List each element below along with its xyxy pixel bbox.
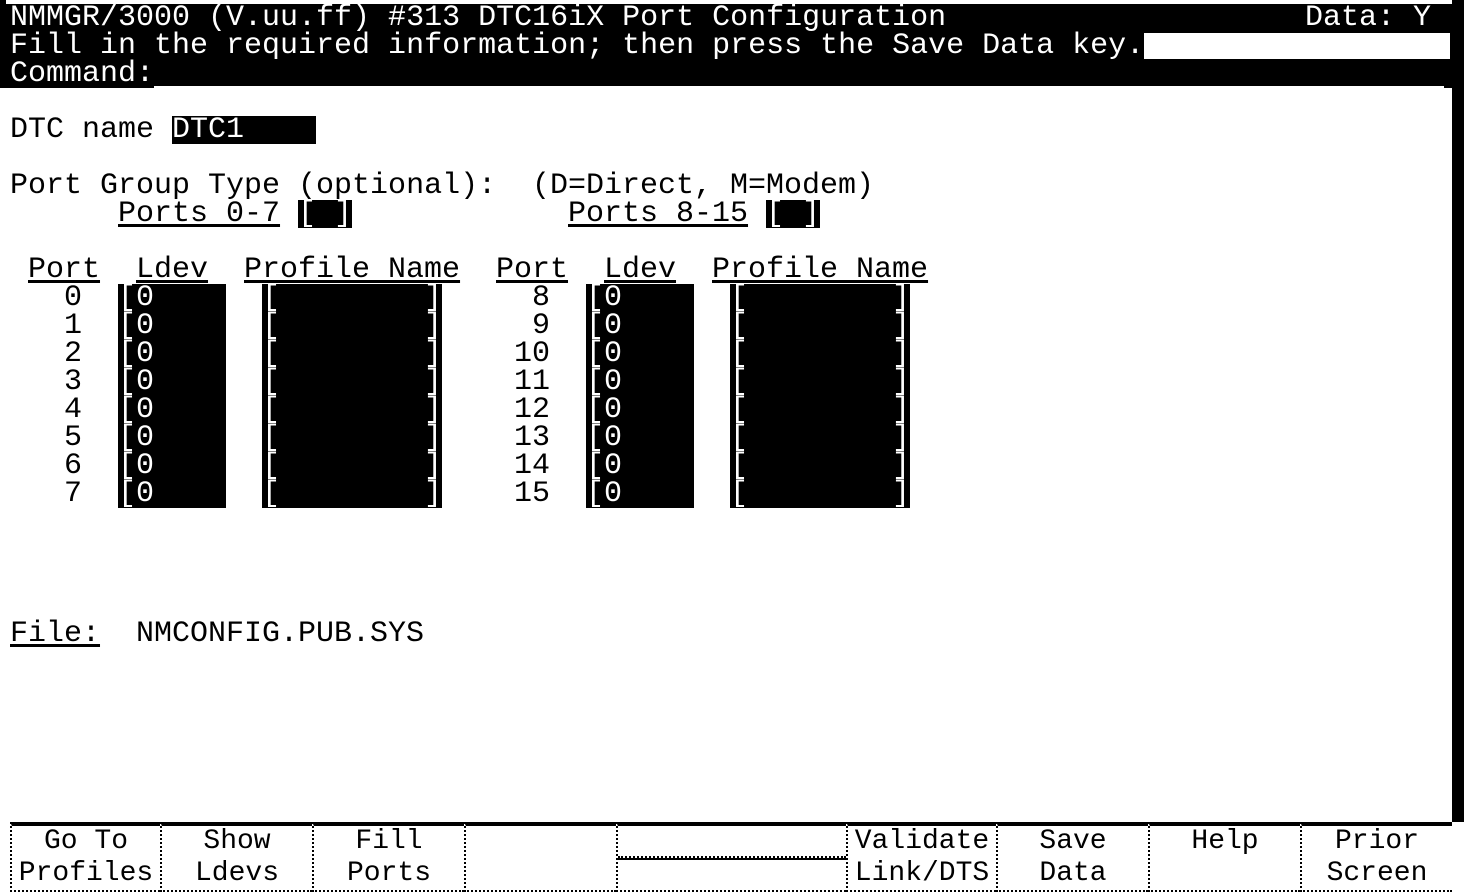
ldev-field[interactable]: [0 ] xyxy=(118,421,245,455)
profile-name-field[interactable]: [ ] xyxy=(262,309,443,343)
ldev-field[interactable]: [0 ] xyxy=(118,449,245,483)
function-key-label: Go To xyxy=(43,826,128,857)
function-key-label: Fill xyxy=(355,826,423,857)
ports-8-15-label: Ports 8-15 xyxy=(568,197,749,231)
port-number: 1 xyxy=(63,309,82,343)
port-number: 7 xyxy=(63,477,82,511)
port-number: 13 xyxy=(513,421,550,455)
command-label: Command: xyxy=(10,57,155,91)
screen-edge xyxy=(1452,0,1464,822)
ldev-field[interactable]: [0 ] xyxy=(586,449,713,483)
function-key-label: Save xyxy=(1039,826,1107,857)
profile-name-field[interactable]: [ ] xyxy=(730,393,911,427)
function-key-8[interactable]: Help xyxy=(1148,822,1300,892)
profile-name-field[interactable]: [ ] xyxy=(262,281,443,315)
profile-name-field[interactable]: [ ] xyxy=(262,477,443,511)
port-number: 8 xyxy=(531,281,550,315)
function-key-7[interactable]: Save Data xyxy=(996,822,1148,892)
ldev-field[interactable]: [0 ] xyxy=(586,477,713,511)
ldev-field[interactable]: [0 ] xyxy=(586,281,713,315)
port-number: 14 xyxy=(513,449,550,483)
function-key-2[interactable]: Show Ldevs xyxy=(160,822,312,892)
profile-name-field[interactable]: [ ] xyxy=(262,421,443,455)
profile-name-field[interactable]: [ ] xyxy=(730,337,911,371)
ldev-field[interactable]: [0 ] xyxy=(118,477,245,511)
ldev-field[interactable]: [0 ] xyxy=(118,365,245,399)
profile-name-field[interactable]: [ ] xyxy=(730,309,911,343)
ldev-field[interactable]: [0 ] xyxy=(586,309,713,343)
function-key-label xyxy=(618,858,846,860)
function-key-6[interactable]: Validate Link/DTS xyxy=(846,822,996,892)
col-profile-header: Profile Name xyxy=(712,253,929,287)
function-key-label: Profiles xyxy=(18,858,154,889)
function-key-label: Ldevs xyxy=(194,858,279,889)
profile-name-field[interactable]: [ ] xyxy=(730,421,911,455)
function-key-label xyxy=(618,826,846,858)
ldev-field[interactable]: [0 ] xyxy=(118,337,245,371)
function-key-label: Help xyxy=(1191,826,1259,857)
port-number: 5 xyxy=(63,421,82,455)
data-flag: Data: Y xyxy=(1305,1,1432,35)
ldev-field[interactable]: [0 ] xyxy=(118,309,245,343)
dtc-name-field[interactable]: DTC1 xyxy=(172,113,317,147)
col-port-header: Port xyxy=(496,253,569,287)
port-number: 2 xyxy=(63,337,82,371)
port-number: 11 xyxy=(513,365,550,399)
profile-name-field[interactable]: [ ] xyxy=(262,337,443,371)
function-key-label: Show xyxy=(203,826,271,857)
col-ldev-header: Ldev xyxy=(604,253,677,287)
function-key-label: Ports xyxy=(346,858,431,889)
ldev-field[interactable]: [0 ] xyxy=(118,393,245,427)
col-port-header: Port xyxy=(28,253,101,287)
function-key-5[interactable] xyxy=(616,822,846,892)
function-key-label: Link/DTS xyxy=(854,858,990,889)
profile-name-field[interactable]: [ ] xyxy=(730,477,911,511)
port-group-hint: (D=Direct, M=Modem) xyxy=(532,169,875,203)
dtc-name-label: DTC name xyxy=(10,113,155,147)
function-key-label: Validate xyxy=(854,826,990,857)
profile-name-field[interactable]: [ ] xyxy=(730,449,911,483)
col-profile-header: Profile Name xyxy=(244,253,461,287)
profile-name-field[interactable]: [ ] xyxy=(730,281,911,315)
function-key-4[interactable] xyxy=(464,822,616,892)
function-key-label: Screen xyxy=(1326,858,1428,889)
function-key-label: Prior xyxy=(1334,826,1419,857)
ldev-field[interactable]: [0 ] xyxy=(118,281,245,315)
col-ldev-header: Ldev xyxy=(136,253,209,287)
port-number: 15 xyxy=(513,477,550,511)
port-group-label: Port Group Type (optional): xyxy=(10,169,497,203)
function-key-1[interactable]: Go To Profiles xyxy=(10,822,160,892)
profile-name-field[interactable]: [ ] xyxy=(262,365,443,399)
function-key-3[interactable]: Fill Ports xyxy=(312,822,464,892)
screen-edge xyxy=(0,0,6,88)
ports-0-7-label: Ports 0-7 xyxy=(118,197,281,231)
port-number: 10 xyxy=(513,337,550,371)
command-input[interactable] xyxy=(154,60,1444,88)
function-key-9[interactable]: Prior Screen xyxy=(1300,822,1452,892)
port-number: 4 xyxy=(63,393,82,427)
file-value: NMCONFIG.PUB.SYS xyxy=(136,617,425,651)
ldev-field[interactable]: [0 ] xyxy=(586,337,713,371)
ports-8-15-field[interactable]: [ ] xyxy=(766,197,821,231)
port-number: 0 xyxy=(63,281,82,315)
ldev-field[interactable]: [0 ] xyxy=(586,393,713,427)
profile-name-field[interactable]: [ ] xyxy=(262,393,443,427)
message-line: Fill in the required information; then p… xyxy=(10,29,1145,63)
message-blank xyxy=(1144,33,1450,59)
ldev-field[interactable]: [0 ] xyxy=(586,421,713,455)
function-key-label: Data xyxy=(1039,858,1107,889)
profile-name-field[interactable]: [ ] xyxy=(262,449,443,483)
port-number: 6 xyxy=(63,449,82,483)
screen-title: NMMGR/3000 (V.uu.ff) #313 DTC16iX Port C… xyxy=(10,1,947,35)
port-number: 3 xyxy=(63,365,82,399)
ports-0-7-field[interactable]: [ ] xyxy=(298,197,353,231)
ldev-field[interactable]: [0 ] xyxy=(586,365,713,399)
profile-name-field[interactable]: [ ] xyxy=(730,365,911,399)
file-label: File: xyxy=(10,617,101,651)
port-number: 9 xyxy=(531,309,550,343)
port-number: 12 xyxy=(513,393,550,427)
